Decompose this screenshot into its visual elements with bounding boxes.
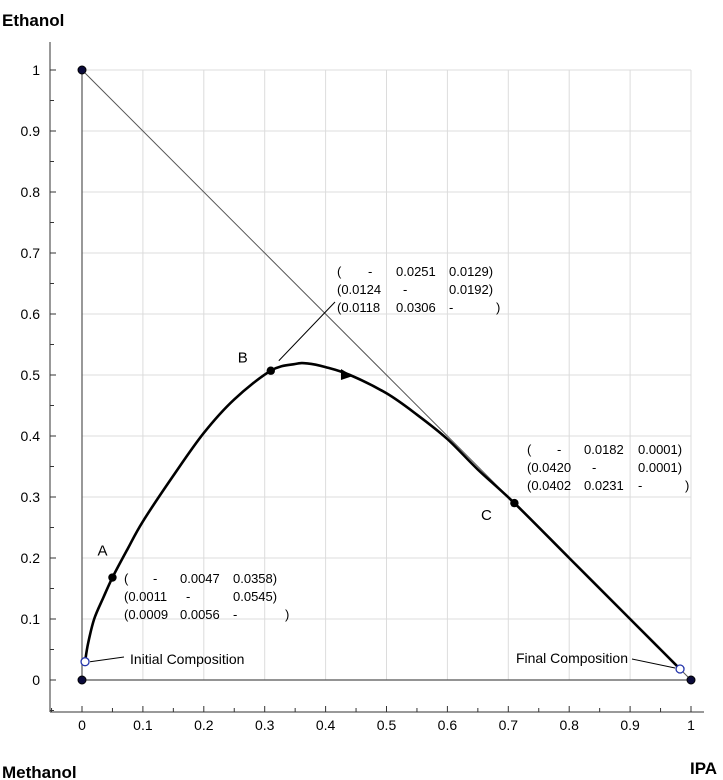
annotation-leader — [631, 658, 676, 669]
vertex-marker — [77, 675, 87, 685]
vertex-marker — [77, 65, 87, 75]
x-tick-label: 0.8 — [559, 717, 579, 733]
point-marker-c — [510, 498, 519, 508]
matrix-cell-c: - — [557, 442, 561, 457]
x-tick-label: 0.2 — [194, 717, 214, 733]
matrix-cell-a: 0.0545) — [233, 589, 277, 604]
y-tick-label: 0.4 — [21, 428, 41, 444]
trajectory-layer — [83, 361, 681, 670]
matrix-cell-a: ) — [285, 607, 289, 622]
x-tick-label: 0 — [78, 717, 86, 733]
matrix-cell-b: ( — [337, 264, 342, 279]
matrix-cell-b: - — [368, 264, 372, 279]
y-tick-label: 0.5 — [21, 367, 41, 383]
x-tick-label: 0.5 — [377, 717, 397, 733]
matrix-cell-c: 0.0182 — [584, 442, 624, 457]
annotation-leader — [89, 656, 125, 663]
matrix-cell-b: (0.0118 — [337, 300, 380, 315]
y-tick-label: 0.7 — [21, 245, 41, 261]
y-tick-label: 0 — [32, 672, 40, 688]
matrix-cell-c: 0.0001) — [638, 460, 682, 475]
matrix-cell-b: (0.0124 — [337, 282, 381, 297]
matrix-cell-c: - — [592, 460, 596, 475]
matrix-cell-c: 0.0231 — [584, 478, 624, 493]
matrix-cell-a: - — [153, 571, 157, 586]
y-tick-label: 0.9 — [21, 123, 41, 139]
matrix-leader-b — [278, 301, 336, 362]
direction-arrow — [340, 369, 353, 380]
matrix-cell-c: (0.0420 — [527, 460, 571, 475]
point-label-b: B — [238, 350, 248, 367]
corner-label-ethanol: Ethanol — [2, 11, 64, 30]
x-tick-label: 1 — [687, 717, 695, 733]
matrix-cell-a: 0.0047 — [180, 571, 220, 586]
x-tick-label: 0.9 — [620, 717, 640, 733]
y-tick-label: 0.8 — [21, 184, 41, 200]
matrix-cell-c: 0.0001) — [638, 442, 682, 457]
matrix-cell-b: 0.0306 — [396, 300, 436, 315]
annotation-initial-composition: Initial Composition — [130, 651, 244, 667]
x-tick-label: 0.4 — [316, 717, 336, 733]
corner-label-methanol: Methanol — [2, 763, 77, 780]
y-tick-label: 1 — [32, 62, 40, 78]
matrix-cell-a: - — [233, 607, 237, 622]
x-tick-label: 0.6 — [438, 717, 458, 733]
matrix-cell-c: (0.0402 — [527, 478, 571, 493]
matrix-cell-a: (0.0009 — [124, 607, 168, 622]
matrix-cell-c: - — [638, 478, 642, 493]
point-marker-b — [266, 366, 275, 375]
matrix-cell-b: 0.0251 — [396, 264, 436, 279]
composition-marker — [80, 657, 90, 667]
matrix-cell-b: 0.0192) — [449, 282, 493, 297]
matrix-cell-c: ( — [527, 442, 532, 457]
axes: 0 0.1 0.2 0.3 0.4 0.5 0.6 0.7 0.8 0.9 1 0 0.1 0.2 0.3 0… — [21, 42, 704, 733]
vertex-marker — [686, 675, 696, 685]
y-tick-label: 0.6 — [21, 306, 41, 322]
labels-layer: A B C Initial Composition Final Composition (… — [89, 264, 689, 669]
x-tick-label: 0.7 — [499, 717, 519, 733]
x-tick-label: 0.1 — [133, 717, 153, 733]
trajectory-line — [83, 361, 681, 670]
corner-label-ipa: IPA — [690, 759, 717, 778]
matrix-cell-a: 0.0056 — [180, 607, 220, 622]
matrix-cell-b: ) — [496, 300, 500, 315]
matrix-cell-c: ) — [685, 478, 689, 493]
matrix-cell-a: - — [186, 589, 190, 604]
point-label-c: C — [481, 507, 492, 524]
x-tick-label: 0.3 — [255, 717, 275, 733]
markers-layer — [77, 65, 696, 685]
matrix-cell-a: 0.0358) — [233, 571, 277, 586]
point-marker-a — [108, 573, 117, 582]
composition-marker — [675, 664, 685, 674]
y-tick-label: 0.2 — [21, 550, 41, 566]
annotation-final-composition: Final Composition — [516, 650, 628, 666]
matrix-cell-b: 0.0129) — [449, 264, 493, 279]
matrix-cell-a: ( — [124, 571, 129, 586]
matrix-cell-a: (0.0011 — [124, 589, 167, 604]
y-tick-label: 0.1 — [21, 611, 41, 627]
matrix-cell-b: - — [449, 300, 453, 315]
y-tick-label: 0.3 — [21, 489, 41, 505]
grid-lines — [82, 69, 692, 680]
matrix-cell-b: - — [403, 282, 407, 297]
point-label-a: A — [97, 543, 107, 560]
